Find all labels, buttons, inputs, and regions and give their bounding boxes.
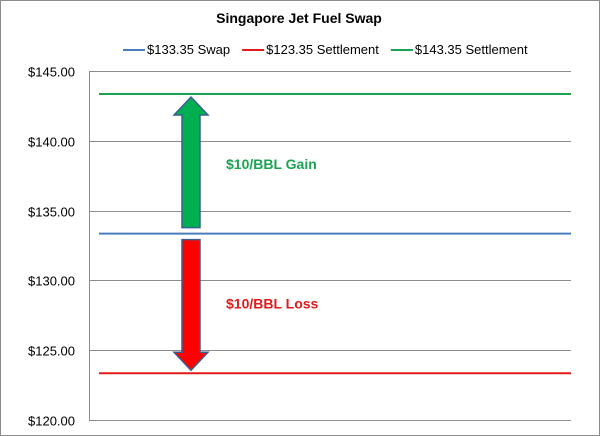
- legend-item: $133.35 Swap: [123, 42, 230, 57]
- grid-layer: [89, 71, 571, 421]
- loss-annotation: $10/BBL Loss: [226, 295, 319, 311]
- loss-arrow: [172, 238, 210, 372]
- y-tick-label: $125.00: [28, 344, 75, 359]
- annotation-layer: $10/BBL Gain $10/BBL Loss: [226, 156, 319, 312]
- legend-label: $143.35 Settlement: [415, 42, 528, 57]
- y-tick-label: $140.00: [28, 135, 75, 150]
- legend: $133.35 Swap $123.35 Settlement $143.35 Se…: [123, 42, 528, 57]
- chart-title: Singapore Jet Fuel Swap: [216, 10, 382, 26]
- gain-arrow: [172, 95, 210, 229]
- y-tick-label: $145.00: [28, 65, 75, 80]
- gain-annotation: $10/BBL Gain: [226, 156, 317, 172]
- arrow-layer: [172, 95, 210, 372]
- y-tick-label: $135.00: [28, 205, 75, 220]
- legend-item: $143.35 Settlement: [390, 42, 528, 57]
- legend-label: $123.35 Settlement: [266, 42, 379, 57]
- legend-item: $123.35 Settlement: [242, 42, 379, 57]
- series-layer: [99, 93, 571, 375]
- y-tick-label: $120.00: [28, 414, 75, 429]
- legend-label: $133.35 Swap: [147, 42, 230, 57]
- y-tick-labels: $120.00 $125.00 $130.00 $135.00 $140.00 $145.…: [28, 65, 75, 429]
- y-tick-label: $130.00: [28, 274, 75, 289]
